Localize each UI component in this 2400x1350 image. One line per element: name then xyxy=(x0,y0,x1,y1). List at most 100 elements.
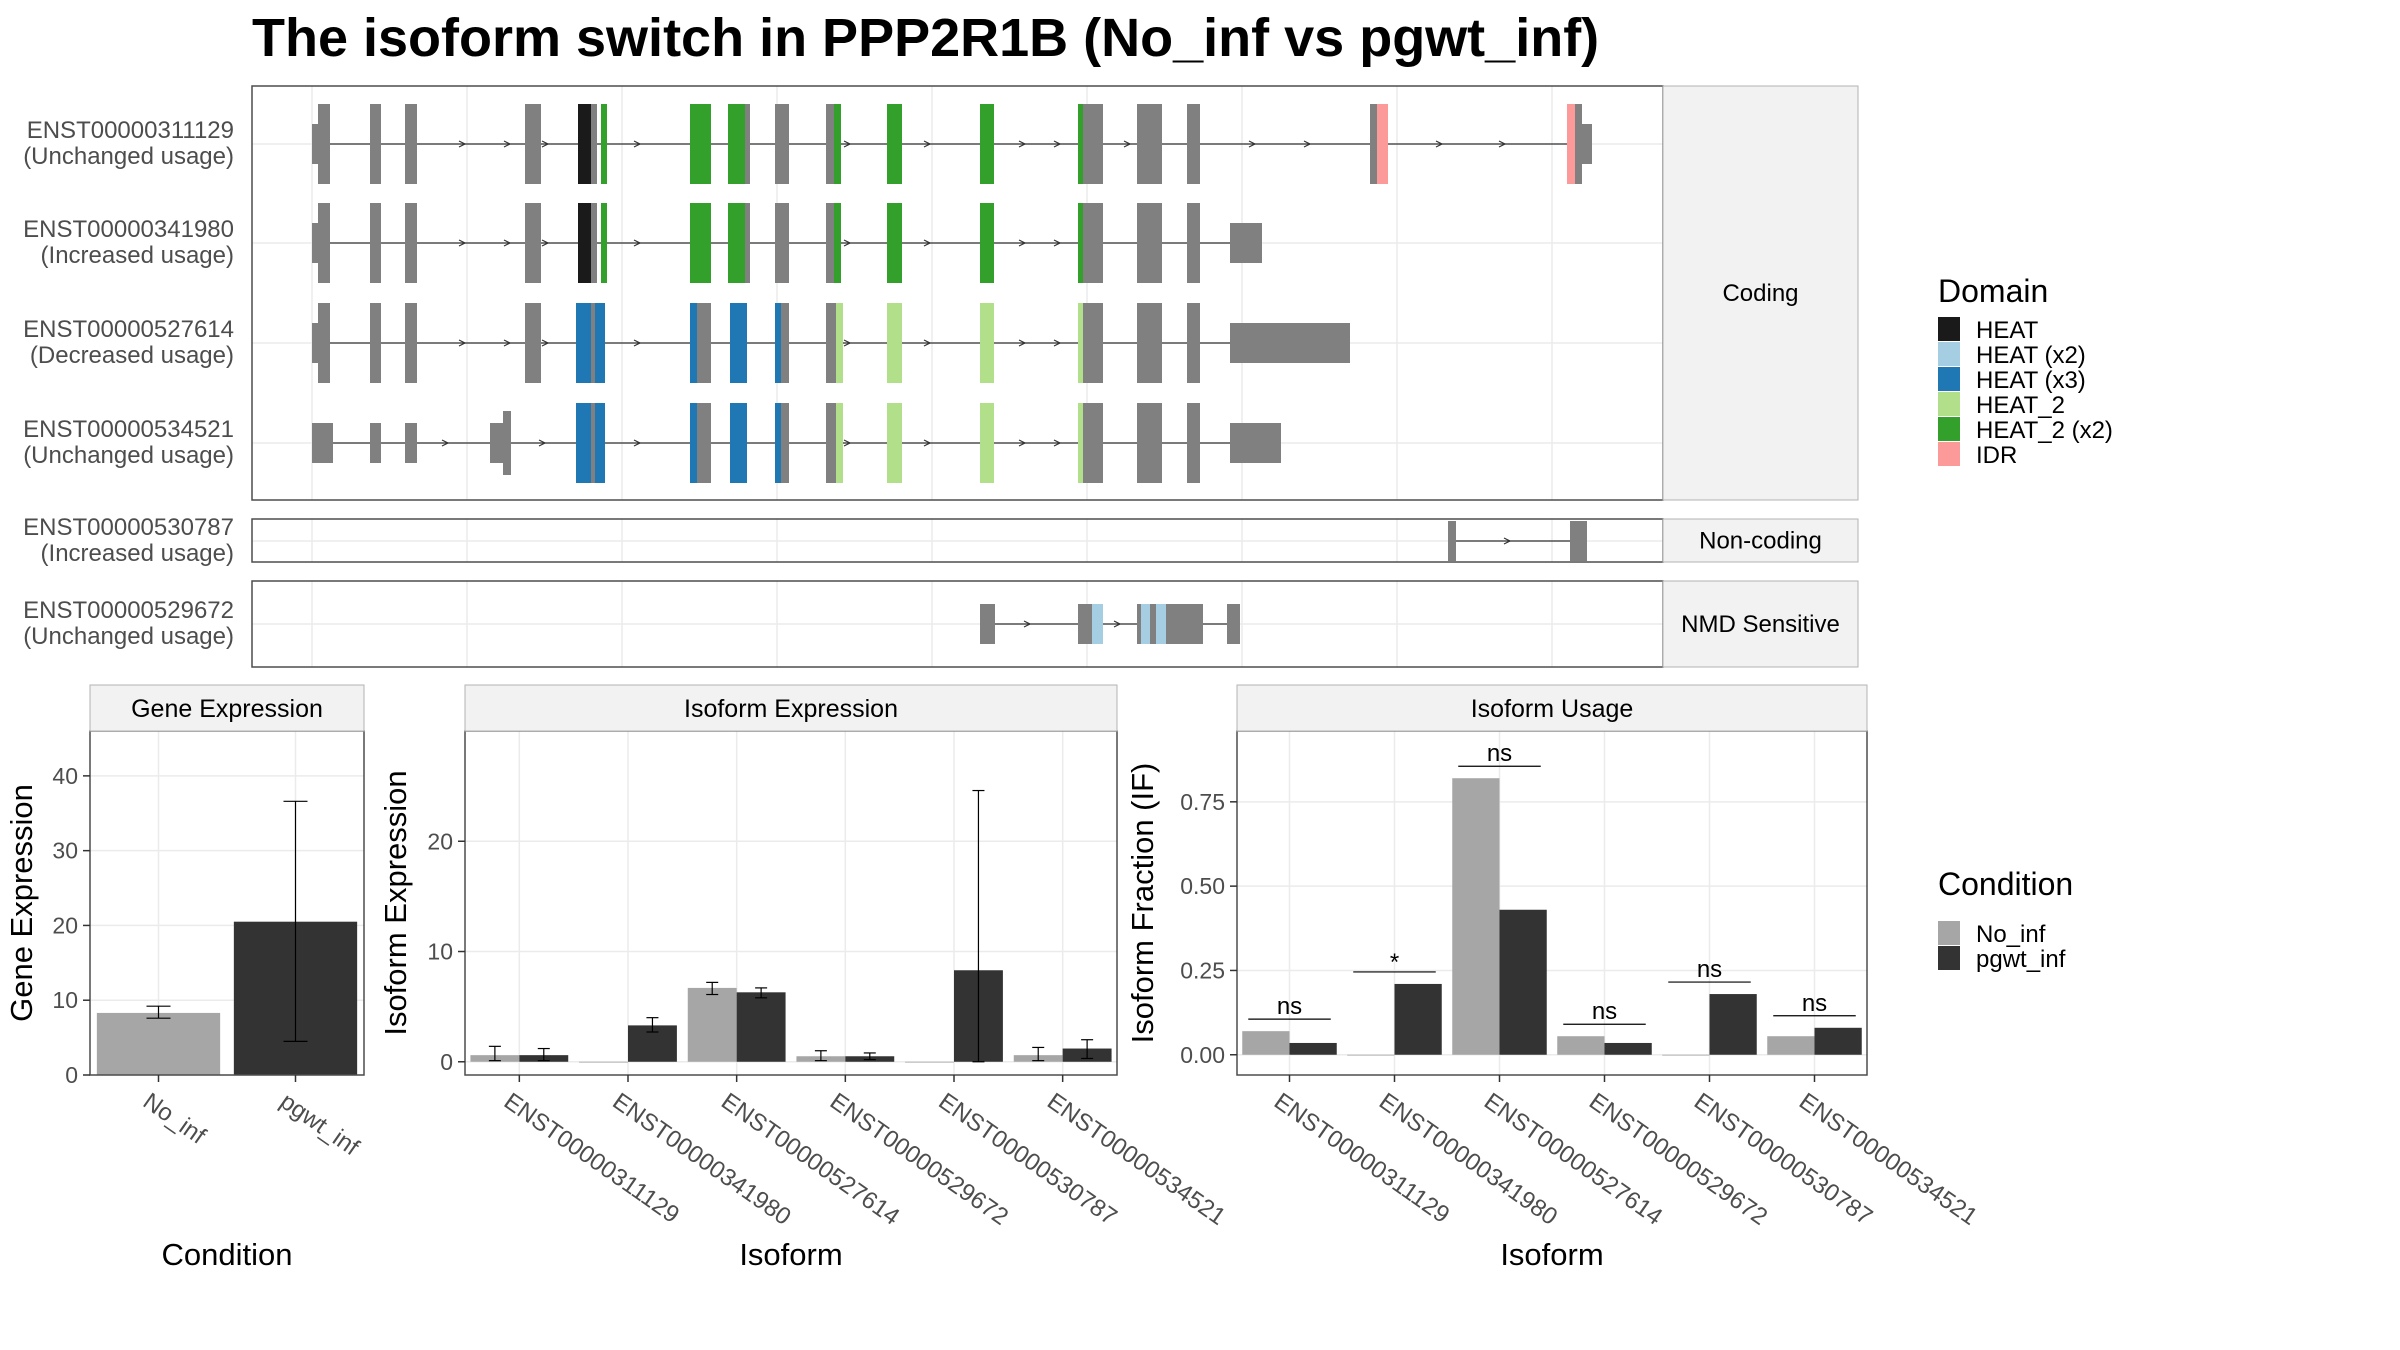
y-axis-title: Isoform Fraction (IF) xyxy=(1125,763,1160,1044)
x-tick-label: pgwt_inf xyxy=(275,1088,364,1162)
exon-segment xyxy=(1187,303,1200,383)
x-tick-label: ENST00000341980 xyxy=(1374,1088,1562,1231)
x-tick-label: No_inf xyxy=(138,1088,211,1150)
intron-direction-arrow xyxy=(458,140,467,148)
exon-segment xyxy=(826,203,834,283)
exon-segment xyxy=(1582,124,1592,164)
y-tick-label: 20 xyxy=(52,912,78,938)
exon-segment xyxy=(1078,604,1092,644)
x-axis-title: Condition xyxy=(162,1237,293,1272)
intron-direction-arrow xyxy=(541,239,550,247)
exon-segment xyxy=(1187,104,1200,184)
exon-segment xyxy=(578,203,591,283)
exon-segment xyxy=(601,203,607,283)
intron-direction-arrow xyxy=(1018,140,1027,148)
domain-legend-label: HEAT_2 xyxy=(1976,392,2065,419)
intron-direction-arrow xyxy=(541,140,550,148)
exon-segment xyxy=(887,104,902,184)
intron-direction-arrow xyxy=(1503,537,1512,545)
isoform-usage-panel: ns * ns ns ns ns Isoform Usage 0.00 0.25 0.50 0.75… xyxy=(1125,684,1982,1272)
exon-segment xyxy=(730,403,747,483)
intron-direction-arrow xyxy=(843,239,852,247)
intron-direction-arrow xyxy=(843,339,852,347)
exon-segment xyxy=(1083,403,1103,483)
significance-label: ns xyxy=(1487,740,1512,767)
bar xyxy=(1452,778,1500,1055)
intron-direction-arrow xyxy=(1018,239,1027,247)
domain-legend-swatch xyxy=(1938,342,1960,366)
intron-direction-arrow xyxy=(1053,140,1062,148)
y-tick-label: 0 xyxy=(65,1062,78,1088)
intron-direction-arrow xyxy=(503,239,512,247)
panel-bg xyxy=(465,731,1117,1075)
exon-segment xyxy=(370,423,381,463)
exon-segment xyxy=(370,203,381,283)
exon-segment xyxy=(601,104,607,184)
exon-segment xyxy=(405,104,417,184)
intron-direction-arrow xyxy=(923,140,932,148)
x-tick-label: ENST00000530787 xyxy=(1689,1088,1877,1231)
transcript-usage-label: (Decreased usage) xyxy=(30,342,234,369)
intron-direction-arrow xyxy=(923,339,932,347)
exon-segment xyxy=(1187,403,1200,483)
x-tick-label: ENST00000311129 xyxy=(1269,1088,1454,1229)
transcript-usage-label: (Increased usage) xyxy=(41,540,234,567)
exon-segment xyxy=(1230,323,1350,363)
exon-segment xyxy=(775,403,781,483)
transcript-id-label: ENST00000311129 xyxy=(27,117,234,144)
y-axis-title: Isoform Expression xyxy=(378,770,413,1035)
intron-direction-arrow xyxy=(541,339,550,347)
exon-segment xyxy=(690,403,697,483)
facet-strip-label: Coding xyxy=(1722,280,1798,307)
y-tick-label: 10 xyxy=(52,987,78,1013)
exon-segment xyxy=(1141,604,1150,644)
significance-label: ns xyxy=(1802,990,1827,1017)
intron-direction-arrow xyxy=(503,140,512,148)
bar xyxy=(687,987,737,1062)
x-tick-label: ENST00000527614 xyxy=(1479,1088,1667,1231)
transcript-id-label: ENST00000341980 xyxy=(23,216,234,243)
panel-strip xyxy=(464,684,1118,732)
exon-segment xyxy=(1567,104,1575,184)
chart-title: The isoform switch in PPP2R1B (No_inf vs… xyxy=(252,8,1599,68)
condition-legend-swatch xyxy=(1938,921,1960,945)
intron-direction-arrow xyxy=(1498,140,1507,148)
intron-direction-arrow xyxy=(1435,140,1444,148)
exon-segment xyxy=(775,203,789,283)
bar xyxy=(1709,994,1757,1055)
exon-segment xyxy=(1187,203,1200,283)
exon-segment xyxy=(690,203,711,283)
exon-segment xyxy=(1448,521,1456,561)
exon-segment xyxy=(405,303,417,383)
domain-legend-label: HEAT (x2) xyxy=(1976,342,2086,369)
exon-segment xyxy=(1078,403,1083,483)
exon-segment xyxy=(1092,604,1103,644)
x-tick-label: ENST00000530787 xyxy=(934,1088,1122,1231)
exon-segment xyxy=(1575,104,1582,184)
exon-segment xyxy=(887,403,902,483)
condition-legend-label: pgwt_inf xyxy=(1976,946,2066,973)
bar xyxy=(1394,983,1442,1055)
exon-segment xyxy=(826,303,836,383)
exon-segment xyxy=(1083,203,1103,283)
exon-segment xyxy=(980,104,994,184)
bar xyxy=(1499,909,1547,1055)
y-tick-label: 0.50 xyxy=(1180,873,1225,899)
isoform-expression-panel: Isoform Expression01020ENST00000311129EN… xyxy=(378,684,1230,1272)
exon-segment xyxy=(690,303,697,383)
bar xyxy=(905,1061,954,1063)
exon-segment xyxy=(1078,104,1083,184)
panel-title: Isoform Usage xyxy=(1471,695,1634,723)
domain-legend-label: IDR xyxy=(1976,442,2017,469)
intron-direction-arrow xyxy=(1018,339,1027,347)
exon-segment xyxy=(318,203,330,283)
intron-direction-arrow xyxy=(633,439,642,447)
panel-strip xyxy=(89,684,365,732)
y-tick-label: 0.25 xyxy=(1180,957,1225,983)
intron-direction-arrow xyxy=(843,439,852,447)
exon-segment xyxy=(576,303,591,383)
exon-segment xyxy=(834,104,841,184)
bar xyxy=(1557,1036,1605,1055)
intron-direction-arrow xyxy=(441,439,450,447)
facet-strip xyxy=(1662,85,1859,501)
